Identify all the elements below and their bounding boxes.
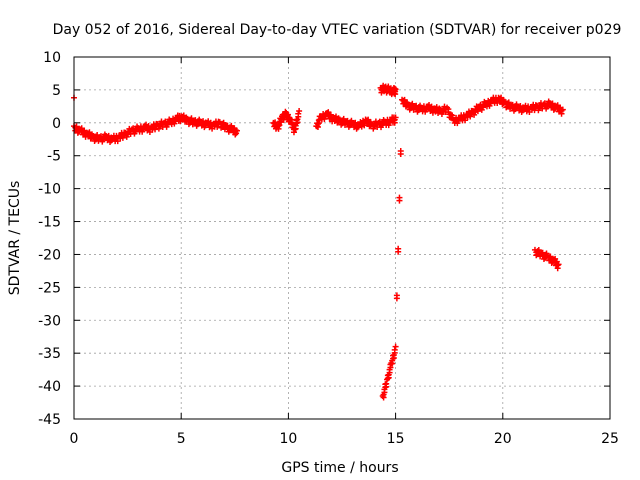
y-tick-label: -25 (38, 280, 61, 296)
data-point (393, 295, 400, 302)
y-tick-label: -10 (38, 182, 61, 198)
data-point (558, 110, 565, 117)
data-point (314, 123, 321, 130)
y-tick-label: -40 (38, 379, 61, 395)
data-point (395, 248, 402, 255)
data-point (396, 197, 403, 204)
x-axis-ticks: 0 5 10 15 20 25 (70, 57, 619, 447)
data-point (276, 122, 283, 129)
data-point (383, 383, 390, 390)
y-tick-label: -5 (47, 149, 61, 165)
x-tick-label: 10 (279, 431, 297, 447)
data-point (392, 343, 399, 350)
data-point (392, 114, 399, 121)
data-point (474, 108, 481, 115)
data-point (233, 127, 240, 134)
x-tick-label: 15 (387, 431, 405, 447)
data-point (390, 354, 397, 361)
data-points (71, 82, 566, 401)
x-tick-label: 5 (177, 431, 186, 447)
data-point (381, 389, 388, 396)
data-point (559, 106, 566, 113)
y-tick-label: -30 (38, 313, 61, 329)
data-point (391, 119, 398, 126)
y-tick-label: -45 (38, 412, 61, 428)
data-point (293, 120, 300, 127)
y-tick-label: -15 (38, 215, 61, 231)
data-point (397, 150, 404, 157)
data-point (380, 394, 387, 401)
x-tick-label: 25 (601, 431, 619, 447)
data-point (555, 261, 562, 268)
data-point (296, 107, 303, 114)
x-tick-label: 20 (494, 431, 512, 447)
data-point (295, 113, 302, 120)
data-point (391, 349, 398, 356)
data-point (385, 374, 392, 381)
data-point (315, 120, 322, 127)
data-point (290, 129, 297, 136)
y-axis-label: SDTVAR / TECUs (7, 181, 23, 296)
y-tick-label: -35 (38, 346, 61, 362)
y-tick-label: 10 (43, 50, 61, 66)
data-point (292, 125, 299, 132)
y-tick-label: 5 (52, 83, 61, 99)
data-point (294, 119, 301, 126)
data-point (389, 360, 396, 367)
plot-border (73, 56, 611, 420)
data-point (554, 265, 561, 272)
y-tick-label: -20 (38, 247, 61, 263)
data-point (387, 364, 394, 371)
chart-title: Day 052 of 2016, Sidereal Day-to-day VTE… (53, 22, 622, 38)
data-point (462, 117, 469, 124)
x-tick-label: 0 (70, 431, 79, 447)
data-point (275, 125, 282, 132)
x-axis-label: GPS time / hours (281, 460, 398, 476)
y-tick-label: 0 (52, 116, 61, 132)
data-point (392, 86, 399, 93)
data-point (386, 369, 393, 376)
y-axis-ticks: 10 5 0 -5 -10 -15 -20 -25 -30 -35 -40 -45 (38, 50, 610, 428)
